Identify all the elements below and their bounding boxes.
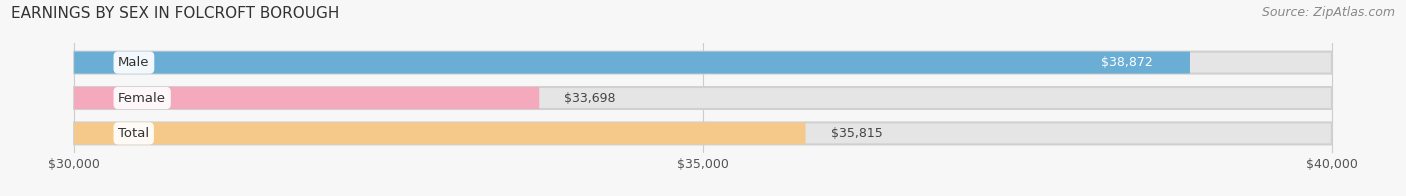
Text: Male: Male [118, 56, 149, 69]
Text: $38,872: $38,872 [1101, 56, 1153, 69]
FancyBboxPatch shape [75, 122, 1331, 144]
Text: Total: Total [118, 127, 149, 140]
Text: Source: ZipAtlas.com: Source: ZipAtlas.com [1261, 6, 1395, 19]
Text: $35,815: $35,815 [831, 127, 883, 140]
Text: EARNINGS BY SEX IN FOLCROFT BOROUGH: EARNINGS BY SEX IN FOLCROFT BOROUGH [11, 6, 340, 21]
FancyBboxPatch shape [75, 87, 540, 109]
Text: $33,698: $33,698 [564, 92, 616, 104]
FancyBboxPatch shape [75, 52, 1189, 74]
FancyBboxPatch shape [75, 52, 1331, 74]
Text: Female: Female [118, 92, 166, 104]
FancyBboxPatch shape [75, 87, 1331, 109]
FancyBboxPatch shape [75, 122, 806, 144]
